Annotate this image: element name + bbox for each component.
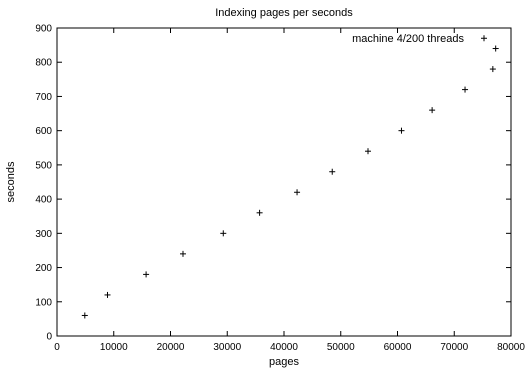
x-tick-label: 60000 xyxy=(384,342,412,353)
axes: 0 10000 20000 30000 40000 50000 60000 70000 8000… xyxy=(35,24,525,354)
y-tick-label: 100 xyxy=(35,297,52,308)
legend-marker xyxy=(481,35,487,42)
y-tick-label: 500 xyxy=(35,160,52,171)
y-tick-label: 900 xyxy=(35,24,52,35)
chart-title: Indexing pages per seconds xyxy=(215,7,353,19)
data-point xyxy=(329,168,336,175)
data-point xyxy=(364,148,371,155)
data-points xyxy=(81,35,499,319)
data-point xyxy=(104,291,111,298)
data-point xyxy=(81,312,88,319)
x-tick-label: 40000 xyxy=(270,342,298,353)
x-tick-label: 0 xyxy=(54,342,60,353)
y-tick-label: 600 xyxy=(35,126,52,137)
data-point xyxy=(294,189,301,196)
y-tick-label: 400 xyxy=(35,195,52,206)
y-tick-label: 800 xyxy=(35,58,52,69)
data-point xyxy=(429,107,436,114)
plot-frame xyxy=(56,27,512,337)
x-tick-label: 80000 xyxy=(497,342,525,353)
data-point xyxy=(398,127,405,134)
y-tick-label: 200 xyxy=(35,263,52,274)
y-tick-label: 300 xyxy=(35,229,52,240)
data-point xyxy=(220,230,227,237)
data-point xyxy=(143,271,150,278)
y-axis-label: seconds xyxy=(5,161,17,202)
x-tick-label: 10000 xyxy=(100,342,128,353)
x-tick-label: 20000 xyxy=(157,342,185,353)
legend-label: machine 4/200 threads xyxy=(352,33,464,45)
data-point xyxy=(179,250,186,257)
x-tick-label: 70000 xyxy=(440,342,468,353)
data-point xyxy=(462,86,469,93)
data-point xyxy=(492,45,499,52)
data-point xyxy=(256,209,263,216)
y-tick-label: 0 xyxy=(46,332,52,343)
x-tick-label: 50000 xyxy=(327,342,355,353)
x-tick-label: 30000 xyxy=(213,342,241,353)
y-tick-label: 700 xyxy=(35,92,52,103)
x-axis-label: pages xyxy=(269,356,299,368)
data-point xyxy=(489,66,496,73)
